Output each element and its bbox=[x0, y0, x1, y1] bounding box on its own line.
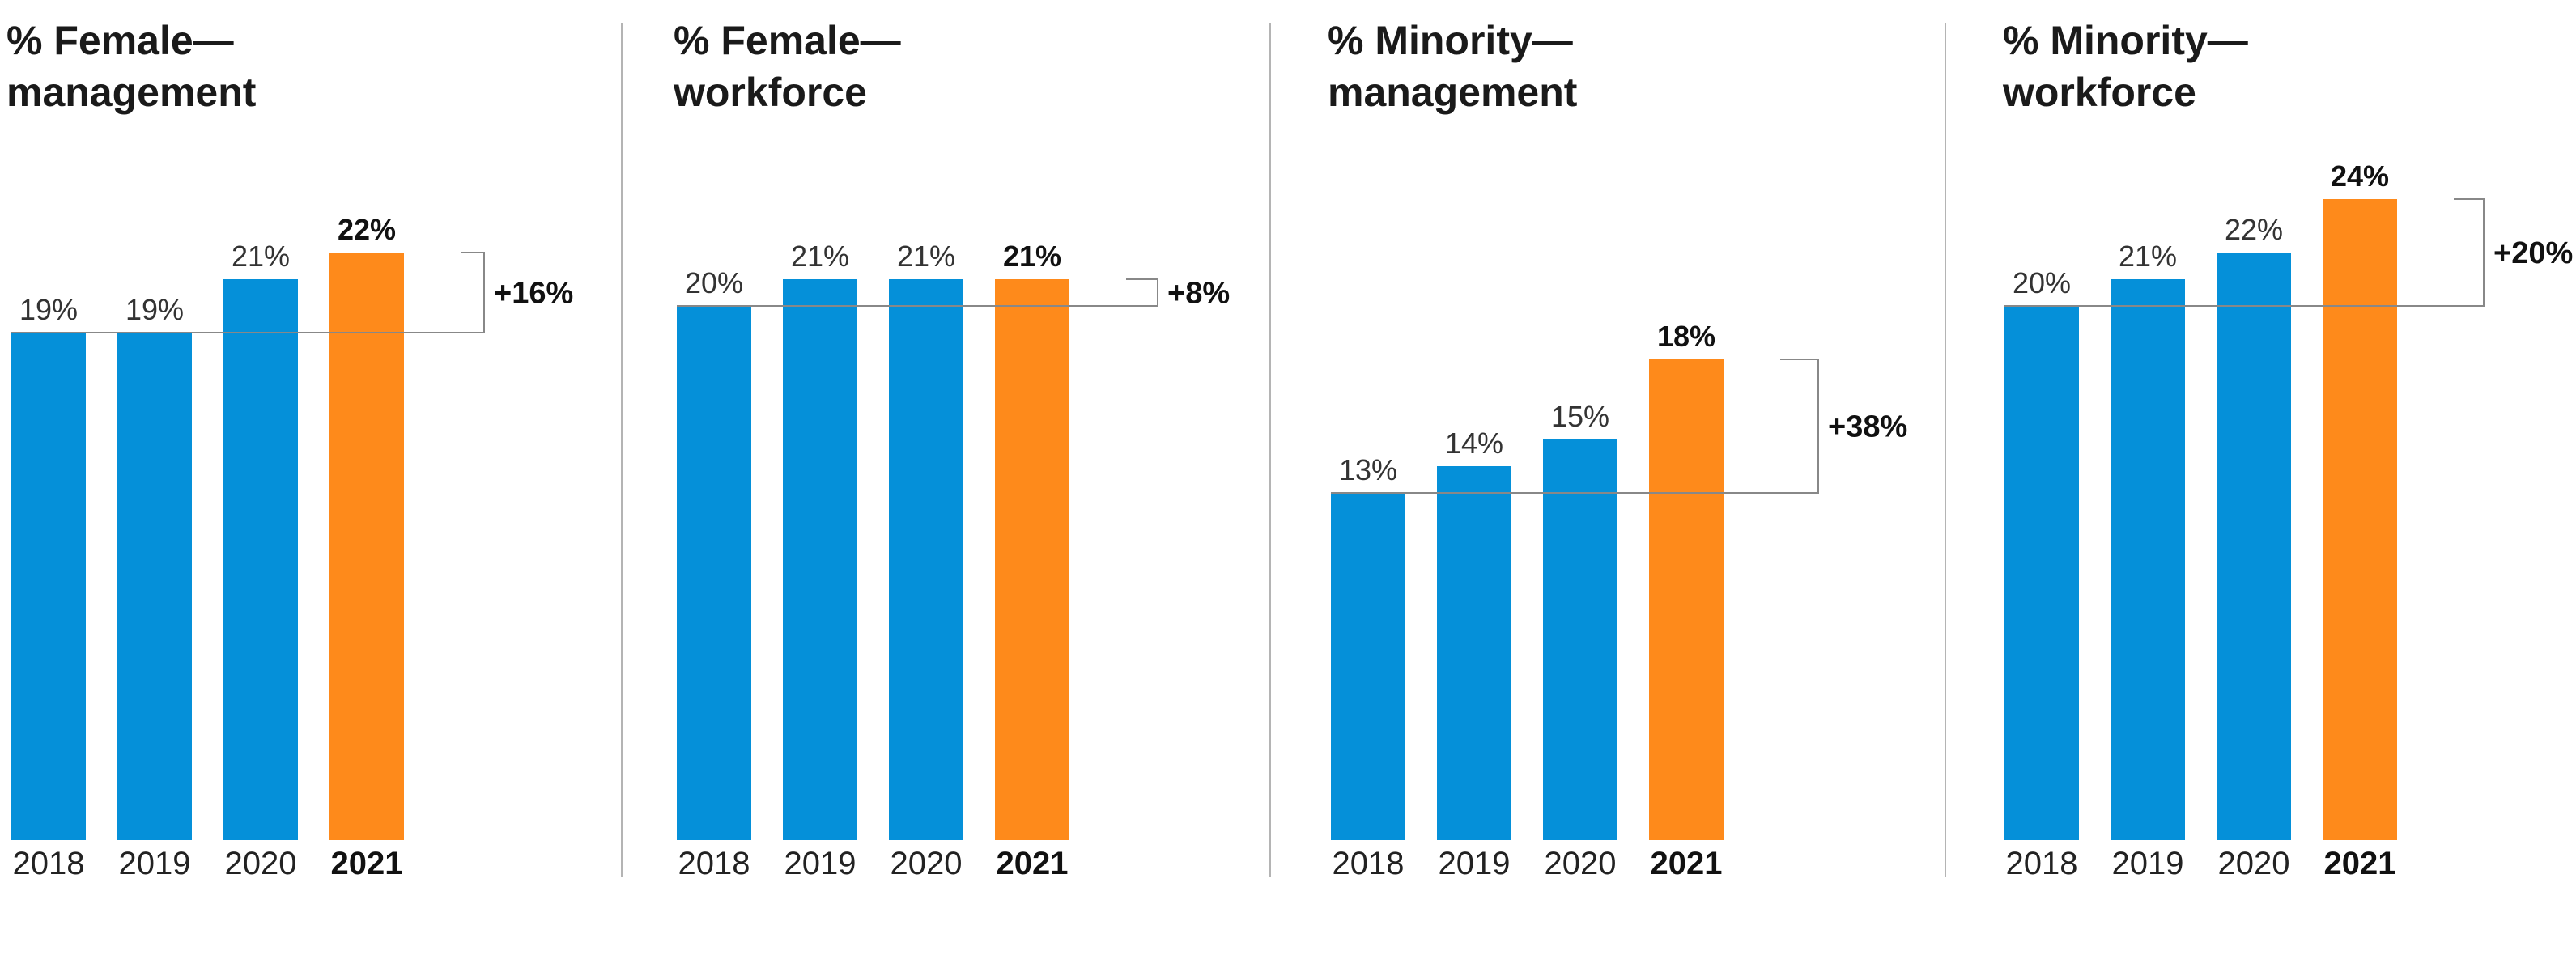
bar-2021 bbox=[2323, 199, 2397, 840]
x-tick-label-2020: 2020 bbox=[225, 846, 297, 881]
bar-2020 bbox=[889, 279, 963, 840]
chart-title: % Minority— workforce bbox=[2003, 18, 2248, 115]
x-tick-label-2018: 2018 bbox=[2006, 846, 2078, 881]
change-label: +38% bbox=[1828, 410, 1907, 444]
value-label-2019: 21% bbox=[791, 240, 849, 273]
value-label-2020: 22% bbox=[2225, 213, 2283, 246]
chart-title: % Female— workforce bbox=[674, 18, 901, 115]
bar-2021 bbox=[995, 279, 1069, 840]
value-label-2021: 24% bbox=[2331, 159, 2389, 193]
change-bracket bbox=[677, 278, 1158, 307]
value-label-2020: 15% bbox=[1551, 400, 1609, 433]
bar-2020 bbox=[1543, 439, 1617, 840]
bar-2020 bbox=[2217, 253, 2291, 840]
bar-chart-minority-management: 13% 2018 14% 2019 15% 2020 18% 2021 +38% bbox=[1331, 320, 1907, 881]
value-label-2021: 18% bbox=[1657, 320, 1715, 353]
value-label-2018: 20% bbox=[2013, 266, 2071, 299]
bar-2019 bbox=[2111, 279, 2185, 840]
bar-2018 bbox=[11, 333, 86, 840]
value-label-2021: 21% bbox=[1003, 240, 1061, 273]
x-tick-label-2019: 2019 bbox=[1439, 846, 1511, 881]
chart-panel-minority-workforce: % Minority— workforce 20% 2018 21% 2019 22% 2… bbox=[1951, 0, 2576, 955]
x-tick-label-2018: 2018 bbox=[678, 846, 750, 881]
bar-2020 bbox=[223, 279, 298, 840]
bar-2018 bbox=[2004, 306, 2079, 840]
chart-title: % Minority— management bbox=[1328, 18, 1578, 115]
x-tick-label-2021: 2021 bbox=[2324, 846, 2396, 881]
change-bracket bbox=[11, 252, 485, 333]
value-label-2018: 13% bbox=[1339, 453, 1397, 486]
x-tick-label-2020: 2020 bbox=[2218, 846, 2290, 881]
value-label-2019: 21% bbox=[2119, 240, 2177, 273]
panel-divider bbox=[1269, 23, 1271, 877]
x-tick-label-2021: 2021 bbox=[997, 846, 1069, 881]
x-tick-label-2021: 2021 bbox=[1651, 846, 1723, 881]
x-tick-label-2021: 2021 bbox=[331, 846, 403, 881]
chart-panel-female-workforce: % Female— workforce 20% 2018 21% 2019 21% 202… bbox=[631, 0, 1279, 955]
x-tick-label-2020: 2020 bbox=[891, 846, 963, 881]
value-label-2021: 22% bbox=[338, 213, 396, 246]
change-bracket bbox=[1331, 359, 1819, 494]
bar-chart-female-workforce: 20% 2018 21% 2019 21% 2020 21% 2021 +8% bbox=[677, 240, 1230, 881]
change-bracket bbox=[2004, 198, 2485, 307]
bar-chart-minority-workforce: 20% 2018 21% 2019 22% 2020 24% 2021 +20% bbox=[2004, 159, 2573, 881]
x-tick-label-2019: 2019 bbox=[784, 846, 857, 881]
value-label-2019: 19% bbox=[125, 293, 184, 326]
bar-2021 bbox=[329, 253, 404, 840]
value-label-2018: 20% bbox=[685, 266, 743, 299]
x-tick-label-2018: 2018 bbox=[1333, 846, 1405, 881]
change-label: +20% bbox=[2493, 236, 2573, 270]
x-tick-label-2018: 2018 bbox=[13, 846, 85, 881]
chart-panel-minority-management: % Minority— management 13% 2018 14% 2019 15%… bbox=[1279, 0, 1951, 955]
bar-2019 bbox=[1437, 466, 1511, 840]
bar-2021 bbox=[1649, 359, 1724, 840]
bar-2019 bbox=[117, 333, 192, 840]
panel-divider bbox=[1945, 23, 1946, 877]
x-tick-label-2019: 2019 bbox=[2112, 846, 2184, 881]
bar-2018 bbox=[1331, 493, 1405, 840]
value-label-2020: 21% bbox=[232, 240, 290, 273]
bar-2018 bbox=[677, 306, 751, 840]
change-label: +8% bbox=[1167, 277, 1230, 311]
panel-divider bbox=[621, 23, 623, 877]
x-tick-label-2019: 2019 bbox=[119, 846, 191, 881]
bar-2019 bbox=[783, 279, 857, 840]
chart-title: % Female— management bbox=[6, 18, 257, 115]
bar-chart-female-management: 19% 2018 19% 2019 21% 2020 22% 2021 +16% bbox=[11, 213, 573, 881]
value-label-2018: 19% bbox=[19, 293, 78, 326]
value-label-2019: 14% bbox=[1445, 427, 1503, 460]
change-label: +16% bbox=[494, 277, 573, 311]
chart-panel-female-management: % Female— management 19% 2018 19% 2019 21% 20… bbox=[0, 0, 631, 955]
x-tick-label-2020: 2020 bbox=[1545, 846, 1617, 881]
value-label-2020: 21% bbox=[897, 240, 955, 273]
